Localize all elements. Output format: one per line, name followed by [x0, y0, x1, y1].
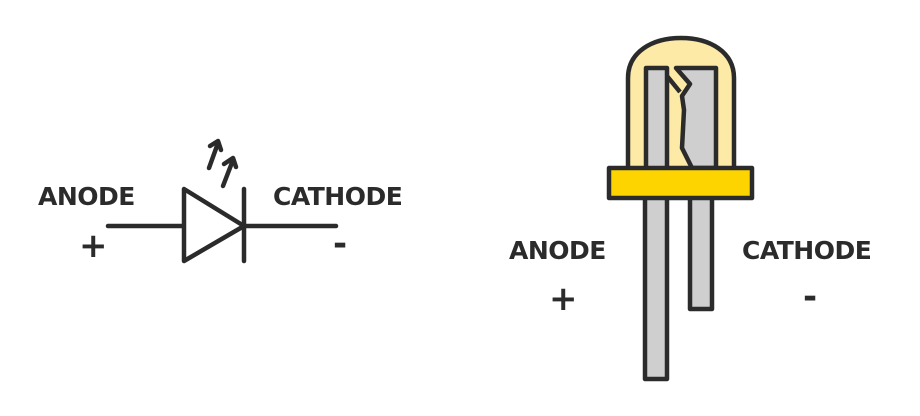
- bond-wire: [665, 74, 682, 94]
- anode-lead: [642, 192, 670, 382]
- symbol-cathode-label: CATHODE: [273, 182, 403, 211]
- cathode-lead: [687, 192, 715, 312]
- led-rim: [606, 165, 755, 201]
- symbol-cathode-sign: -: [333, 224, 348, 264]
- led-physical: [606, 35, 755, 382]
- led-schematic-symbol: [105, 138, 339, 264]
- symbol-anode-label: ANODE: [38, 182, 135, 211]
- symbol-anode-sign: +: [79, 226, 108, 266]
- anode-post: [643, 65, 670, 173]
- cathode-anvil: [673, 65, 719, 171]
- physical-anode-sign: +: [549, 279, 578, 319]
- light-arrows-icon: [206, 138, 239, 189]
- diode-triangle: [181, 186, 247, 264]
- physical-anode-label: ANODE: [509, 236, 606, 265]
- physical-cathode-label: CATHODE: [742, 236, 872, 265]
- physical-cathode-sign: -: [803, 277, 818, 317]
